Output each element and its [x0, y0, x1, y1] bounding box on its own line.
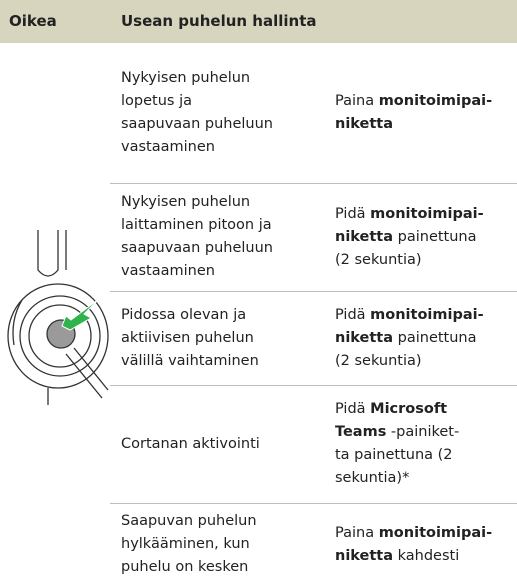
text-line: niketta painettuna — [335, 226, 515, 249]
text-line: hylkääminen, kun — [121, 536, 250, 552]
text-line: Pidä Microsoft — [335, 398, 515, 421]
text-line: Pidä monitoimipai- — [335, 304, 515, 327]
bold-text: monitoimipai- — [370, 306, 484, 323]
action-cell: Paina monitoimipai-niketta — [335, 43, 515, 183]
text-line: Saapuvan puhelun — [121, 513, 257, 529]
row-separator — [110, 385, 517, 386]
description-cell: Saapuvan puhelun hylkääminen, kun puhelu o… — [121, 503, 321, 586]
bold-text: Teams — [335, 424, 387, 440]
text-line: Pidä monitoimipai- — [335, 203, 515, 226]
text-line: laittaminen pitoon ja — [121, 217, 272, 233]
header-cell: Usean puhelun hallinta — [121, 12, 317, 30]
text: painettuna — [393, 329, 477, 346]
text: sekuntia)* — [335, 470, 410, 486]
bold-text: niketta — [335, 116, 394, 132]
text-line: Teams -painiket- — [335, 421, 515, 444]
text-line: vastaaminen — [121, 263, 215, 279]
text-line: Nykyisen puhelun — [121, 70, 251, 86]
text-line: Paina monitoimipai- — [335, 522, 515, 545]
text: Pidä — [335, 401, 371, 417]
text: Paina — [335, 93, 379, 109]
description-cell: Pidossa olevan ja aktiivisen puhelun välil… — [121, 291, 321, 385]
text-line: niketta kahdesti — [335, 545, 515, 568]
row-separator — [110, 183, 517, 184]
text: Pidä — [335, 306, 371, 323]
description-cell: Nykyisen puhelun lopetus ja saapuvaan puhe… — [121, 43, 321, 183]
row-separator — [110, 503, 517, 504]
bold-text: monitoimipai- — [370, 205, 484, 222]
text-line: saapuvaan puheluun — [121, 240, 273, 256]
action-cell: Pidä Microsoft Teams -painiket-ta painett… — [335, 385, 515, 503]
text-line: vastaaminen — [121, 139, 215, 155]
table-header: Oikea Usean puhelun hallinta — [0, 0, 517, 43]
action-cell: Pidä monitoimipai-niketta painettuna (2 s… — [335, 291, 515, 385]
text-line: (2 sekuntia) — [335, 350, 515, 373]
text-line: niketta — [335, 113, 515, 136]
text-line: niketta painettuna — [335, 327, 515, 350]
description-cell: Cortanan aktivointi — [121, 385, 321, 503]
bold-text: niketta — [335, 329, 394, 346]
text-line: Paina monitoimipai- — [335, 90, 515, 113]
text: Paina — [335, 524, 379, 541]
text: -painiket- — [386, 424, 460, 440]
text-line: aktiivisen puhelun — [121, 329, 254, 346]
text-line: puhelu on kesken — [121, 559, 249, 575]
headset-illustration — [7, 230, 109, 405]
bold-text: monitoimipai- — [378, 524, 493, 541]
row-separator — [110, 291, 517, 292]
text: (2 sekuntia) — [335, 251, 422, 268]
text-line: Cortanan aktivointi — [121, 435, 260, 452]
text: Pidä — [335, 205, 371, 222]
action-cell: Pidä monitoimipai-niketta painettuna (2 s… — [335, 183, 515, 291]
text-line: Nykyisen puhelun — [121, 194, 251, 210]
text: (2 sekuntia) — [335, 352, 422, 369]
action-cell: Paina monitoimipai-niketta kahdesti — [335, 503, 515, 586]
text-line: lopetus ja — [121, 93, 192, 109]
text-line: välillä vaihtaminen — [121, 352, 259, 369]
text: kahdesti — [393, 547, 460, 564]
header-cell: Oikea — [9, 12, 57, 30]
text-line: ta painettuna (2 — [335, 444, 515, 467]
bold-text: Microsoft — [370, 401, 448, 417]
text-line: (2 sekuntia) — [335, 249, 515, 272]
bold-text: monitoimipai- — [378, 93, 493, 109]
text: ta painettuna (2 — [335, 447, 453, 463]
description-cell: Nykyisen puhelun laittaminen pitoon ja saa… — [121, 183, 321, 291]
text: painettuna — [393, 228, 477, 245]
text-line: sekuntia)* — [335, 467, 515, 490]
bold-text: niketta — [335, 228, 394, 245]
text-line: Pidossa olevan ja — [121, 306, 247, 323]
text-line: saapuvaan puheluun — [121, 116, 273, 132]
bold-text: niketta — [335, 547, 394, 564]
